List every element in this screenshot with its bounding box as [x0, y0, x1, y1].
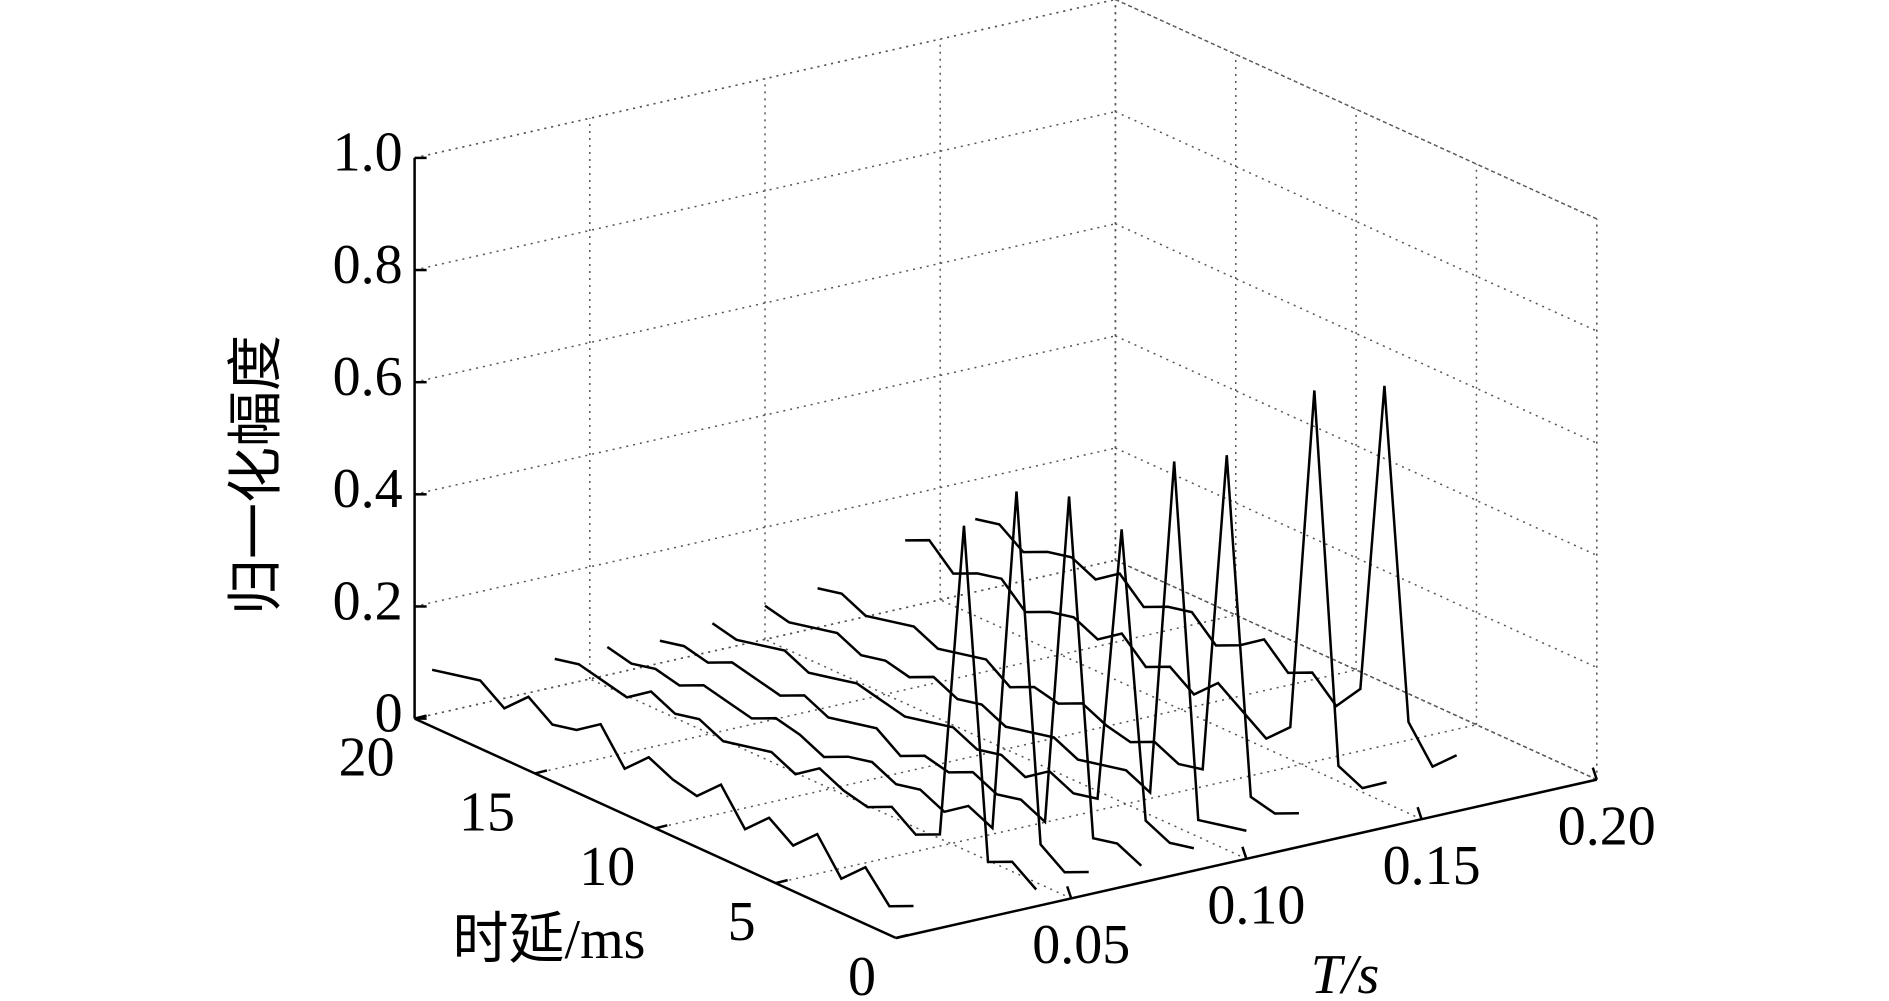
x-tick-label: 0.15 — [1383, 835, 1481, 897]
z-tick-label: 1.0 — [333, 122, 403, 184]
y-tick-label: 20 — [339, 726, 395, 788]
trace — [431, 668, 914, 908]
z-tick-label: 0.2 — [333, 570, 403, 632]
x-tick-label: 0.20 — [1558, 795, 1656, 857]
x-tick — [1066, 886, 1073, 899]
grid-line — [414, 0, 1116, 159]
y-tick — [414, 714, 427, 720]
y-axis-label: 时延/ms — [453, 909, 646, 971]
x-axis-label: T/s — [1311, 944, 1380, 1001]
x-tick — [1416, 806, 1423, 820]
x-tick — [1591, 767, 1598, 780]
z-tick-label: 0.4 — [333, 458, 403, 520]
z-axis-label: 归一化幅度 — [226, 335, 288, 615]
grid-line — [414, 447, 1116, 608]
y-tick-label: 0 — [848, 946, 876, 1001]
trace — [606, 491, 1089, 874]
y-tick — [895, 933, 909, 940]
trace — [905, 390, 1387, 790]
trace — [974, 385, 1458, 769]
x-tick-label: 0.05 — [1032, 914, 1130, 976]
trace — [659, 496, 1143, 867]
y-tick — [654, 824, 668, 830]
trace — [764, 461, 1247, 832]
grid-line — [414, 335, 1116, 496]
y-tick-label: 5 — [728, 891, 756, 953]
y-tick — [534, 769, 548, 775]
grid-line — [939, 599, 1422, 820]
y-tick-label: 15 — [459, 781, 515, 843]
x-tick — [1241, 846, 1248, 860]
y-tick-label: 10 — [579, 836, 635, 898]
x-tick-label: 0.10 — [1207, 875, 1305, 937]
z-tick-label: 0.6 — [333, 346, 403, 408]
grid-line — [414, 559, 1116, 720]
z-tick-label: 0 — [375, 682, 403, 744]
grid-line — [534, 614, 1236, 775]
grid-line — [655, 669, 1357, 830]
grid-line — [414, 110, 1116, 271]
grid-line — [589, 678, 1072, 900]
z-tick-label: 0.8 — [333, 234, 403, 296]
trace — [711, 529, 1195, 850]
trace — [817, 455, 1299, 815]
grid-line — [414, 223, 1116, 383]
trace — [554, 525, 1038, 891]
grid-line — [775, 724, 1477, 884]
y-tick — [775, 878, 788, 885]
